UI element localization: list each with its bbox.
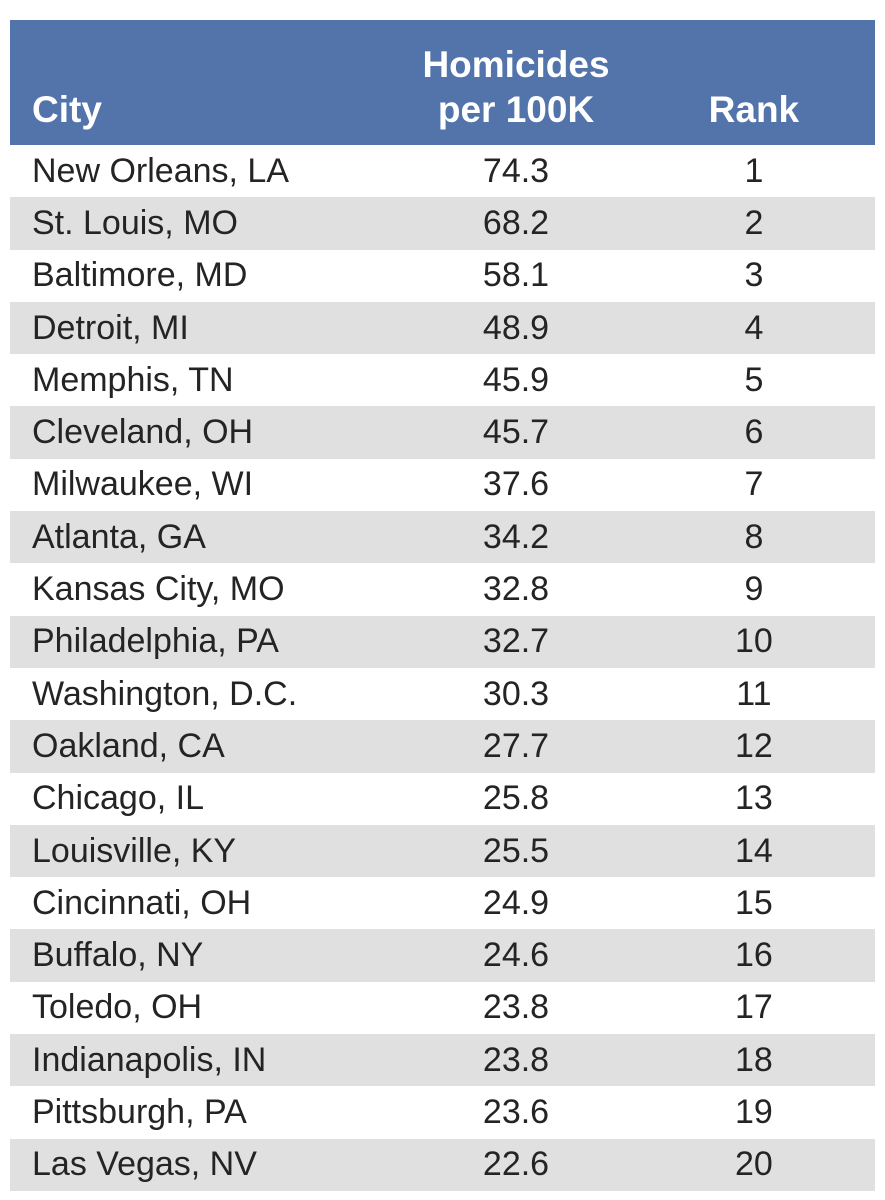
city-cell: Atlanta, GA (10, 511, 400, 564)
rank-cell: 14 (632, 824, 875, 878)
rank-cell: 10 (632, 615, 875, 668)
rate-cell: 27.7 (399, 720, 633, 773)
table-row: Chicago, IL 25.8 13 (10, 772, 875, 825)
header-city: City (10, 20, 400, 145)
rank-cell: 19 (632, 1086, 875, 1139)
rank-cell: 3 (632, 249, 875, 302)
rank-cell: 13 (632, 772, 875, 825)
rate-cell: 23.6 (399, 1086, 633, 1139)
rank-cell: 12 (632, 720, 875, 773)
table-row: Indianapolis, IN 23.8 18 (10, 1034, 875, 1087)
rate-cell: 32.8 (399, 563, 633, 616)
table-row: Cleveland, OH 45.7 6 (10, 406, 875, 459)
city-cell: Chicago, IL (10, 772, 400, 825)
rank-cell: 15 (632, 877, 875, 930)
table-row: Louisville, KY 25.5 14 (10, 824, 875, 878)
header-rate-line2: per 100K (437, 88, 595, 130)
header-rate-line1: Homicides (422, 44, 610, 86)
table-row: Toledo, OH 23.8 17 (10, 981, 875, 1035)
rate-cell: 45.7 (399, 406, 633, 459)
city-cell: Toledo, OH (10, 981, 400, 1035)
table-row: Washington, D.C. 30.3 11 (10, 667, 875, 721)
city-cell: New Orleans, LA (10, 145, 400, 198)
rank-cell: 8 (632, 511, 875, 564)
table-header-row: City Homicides per 100K Rank (10, 20, 875, 145)
city-cell: Philadelphia, PA (10, 615, 400, 668)
rate-cell: 25.8 (399, 772, 633, 825)
table-row: Milwaukee, WI 37.6 7 (10, 458, 875, 512)
rank-cell: 11 (632, 667, 875, 721)
table-row: Pittsburgh, PA 23.6 19 (10, 1086, 875, 1139)
city-cell: Baltimore, MD (10, 249, 400, 302)
rate-cell: 34.2 (399, 511, 633, 564)
city-cell: Indianapolis, IN (10, 1034, 400, 1087)
header-homicides-per-100k: Homicides per 100K (399, 20, 633, 145)
table-row: Philadelphia, PA 32.7 10 (10, 615, 875, 668)
rank-cell: 2 (632, 197, 875, 250)
rank-cell: 16 (632, 929, 875, 982)
city-cell: St. Louis, MO (10, 197, 400, 250)
city-cell: Louisville, KY (10, 824, 400, 878)
city-cell: Washington, D.C. (10, 667, 400, 721)
homicide-rate-table: City Homicides per 100K Rank New Orleans… (10, 20, 875, 1191)
table-row: Las Vegas, NV 22.6 20 (10, 1138, 875, 1191)
table-row: Detroit, MI 48.9 4 (10, 301, 875, 355)
city-cell: Milwaukee, WI (10, 458, 400, 512)
rate-cell: 37.6 (399, 458, 633, 512)
rate-cell: 24.9 (399, 877, 633, 930)
table-row: Baltimore, MD 58.1 3 (10, 249, 875, 302)
rate-cell: 22.6 (399, 1138, 633, 1191)
rank-cell: 20 (632, 1138, 875, 1191)
rate-cell: 48.9 (399, 301, 633, 355)
rank-cell: 17 (632, 981, 875, 1035)
rank-cell: 7 (632, 458, 875, 512)
rate-cell: 30.3 (399, 667, 633, 721)
header-city-label: City (32, 88, 102, 130)
city-cell: Cleveland, OH (10, 406, 400, 459)
table-row: St. Louis, MO 68.2 2 (10, 197, 875, 250)
header-rank: Rank (632, 20, 875, 145)
rate-cell: 24.6 (399, 929, 633, 982)
rank-cell: 5 (632, 354, 875, 407)
rank-cell: 1 (632, 145, 875, 198)
city-cell: Detroit, MI (10, 301, 400, 355)
city-cell: Cincinnati, OH (10, 877, 400, 930)
city-cell: Pittsburgh, PA (10, 1086, 400, 1139)
rate-cell: 23.8 (399, 981, 633, 1035)
table-row: Oakland, CA 27.7 12 (10, 720, 875, 773)
rate-cell: 68.2 (399, 197, 633, 250)
table-row: Memphis, TN 45.9 5 (10, 354, 875, 407)
rate-cell: 23.8 (399, 1034, 633, 1087)
rank-cell: 9 (632, 563, 875, 616)
table-body: New Orleans, LA 74.3 1 St. Louis, MO 68.… (10, 145, 875, 1191)
rate-cell: 45.9 (399, 354, 633, 407)
city-cell: Kansas City, MO (10, 563, 400, 616)
table-row: New Orleans, LA 74.3 1 (10, 145, 875, 198)
rate-cell: 32.7 (399, 615, 633, 668)
rate-cell: 74.3 (399, 145, 633, 198)
rate-cell: 25.5 (399, 824, 633, 878)
city-cell: Oakland, CA (10, 720, 400, 773)
table-row: Buffalo, NY 24.6 16 (10, 929, 875, 982)
rank-cell: 6 (632, 406, 875, 459)
table-row: Cincinnati, OH 24.9 15 (10, 877, 875, 930)
data-table: City Homicides per 100K Rank New Orleans… (10, 20, 875, 1191)
table-row: Atlanta, GA 34.2 8 (10, 511, 875, 564)
city-cell: Memphis, TN (10, 354, 400, 407)
rate-cell: 58.1 (399, 249, 633, 302)
rank-cell: 4 (632, 301, 875, 355)
header-rank-label: Rank (708, 88, 800, 130)
city-cell: Las Vegas, NV (10, 1138, 400, 1191)
rank-cell: 18 (632, 1034, 875, 1087)
city-cell: Buffalo, NY (10, 929, 400, 982)
table-row: Kansas City, MO 32.8 9 (10, 563, 875, 616)
